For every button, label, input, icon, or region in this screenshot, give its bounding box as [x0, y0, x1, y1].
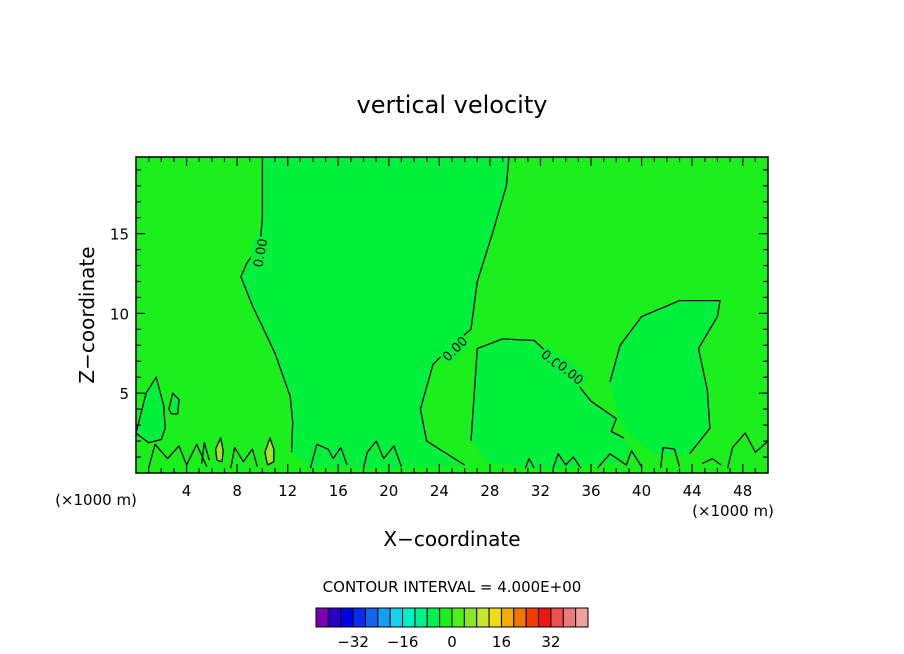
x-unit-right: (×1000 m) — [692, 502, 774, 520]
colorbar-swatch — [426, 607, 441, 628]
colorbar-swatch — [488, 607, 502, 628]
colorbar-swatch — [550, 607, 564, 628]
colorbar-swatch — [389, 607, 404, 628]
contour-line-10 — [147, 443, 208, 469]
colorbar-swatch — [340, 607, 354, 628]
y-tick-label: 10 — [110, 305, 129, 323]
colorbar-swatch — [513, 607, 527, 628]
contour-line-1 — [240, 157, 294, 453]
x-unit-left: (×1000 m) — [55, 491, 137, 509]
x-axis-label: X−coordinate — [383, 527, 520, 551]
colorbar-swatch — [352, 607, 366, 628]
x-tick-label: 8 — [232, 482, 242, 500]
colorbar-swatch — [439, 607, 453, 628]
colorbar-swatch — [315, 607, 329, 628]
contour-line-13 — [309, 443, 348, 469]
contour-line-14 — [362, 440, 403, 469]
contour-line-15 — [659, 446, 681, 469]
x-tick-label: 16 — [329, 482, 348, 500]
contour-line-4 — [609, 299, 721, 455]
colorbar-tick-label: 16 — [492, 633, 511, 651]
negative-region-3 — [610, 300, 720, 454]
contour-interval-text: CONTOUR INTERVAL = 4.000E+00 — [323, 578, 582, 596]
colorbar-swatch — [364, 607, 379, 628]
contour-line-18 — [524, 457, 535, 469]
contour-label-bg — [249, 235, 271, 270]
contour-line-9 — [596, 450, 643, 469]
colorbar: −32 −16 0 16 32 — [315, 607, 589, 651]
colorbar-swatch — [476, 607, 490, 628]
colorbar-swatch — [402, 607, 416, 628]
positive-region-1 — [264, 437, 274, 465]
negative-region-2 — [471, 338, 636, 469]
x-tick-label: 32 — [531, 482, 550, 500]
chart-title: vertical velocity — [357, 91, 548, 119]
x-tick-label: 40 — [632, 482, 651, 500]
x-tick-label: 20 — [379, 482, 398, 500]
x-tick-label: 36 — [581, 482, 600, 500]
negative-region-5 — [168, 393, 179, 414]
negative-region-4 — [136, 377, 166, 443]
contour-line-17 — [702, 457, 722, 466]
y-tick-label: 5 — [119, 385, 129, 403]
x-tick-label: 24 — [430, 482, 449, 500]
colorbar-swatch — [575, 607, 589, 628]
colorbar-swatch — [377, 607, 391, 628]
contour-label-bg — [553, 356, 589, 389]
contour-label-text: 0.00 — [251, 237, 271, 268]
colorbar-swatch — [451, 607, 465, 628]
x-tick-label: 12 — [278, 482, 297, 500]
colorbar-swatch — [463, 607, 478, 628]
y-axis-label: Z−coordinate — [75, 246, 99, 383]
contour-line-5 — [135, 376, 166, 444]
colorbar-tick-label: −32 — [337, 633, 369, 651]
contour-label-bg — [437, 331, 472, 366]
contour-line-7 — [264, 437, 275, 466]
x-tick-label: 4 — [182, 482, 192, 500]
contour-line-19 — [552, 453, 582, 469]
y-tick-label: 15 — [110, 226, 129, 244]
contour-line-11 — [201, 442, 210, 464]
colorbar-swatch — [525, 607, 540, 628]
y-axis: 5 10 15 — [110, 169, 768, 458]
colorbar-swatch — [327, 607, 342, 628]
contour-line-12 — [230, 446, 258, 469]
colorbar-swatch — [500, 607, 515, 628]
x-axis: 4 8 12 16 20 24 28 32 36 40 44 48 — [148, 157, 756, 500]
plot-area: 0.000.00 0.000.00 — [135, 156, 769, 474]
colorbar-swatch — [562, 607, 577, 628]
negative-region-1 — [240, 157, 509, 469]
colorbar-swatch — [538, 607, 552, 628]
contour-line-6 — [168, 392, 180, 415]
contour-line-8 — [214, 437, 224, 463]
x-tick-label: 44 — [683, 482, 702, 500]
colorbar-swatch — [414, 607, 428, 628]
colorbar-tick-label: 0 — [447, 633, 457, 651]
contour-line-16 — [726, 432, 769, 469]
x-tick-label: 48 — [733, 482, 752, 500]
colorbar-tick-label: −16 — [387, 633, 419, 651]
x-tick-label: 28 — [480, 482, 499, 500]
contour-label-1: 0.00 — [249, 235, 271, 270]
colorbar-tick-label: 32 — [541, 633, 560, 651]
